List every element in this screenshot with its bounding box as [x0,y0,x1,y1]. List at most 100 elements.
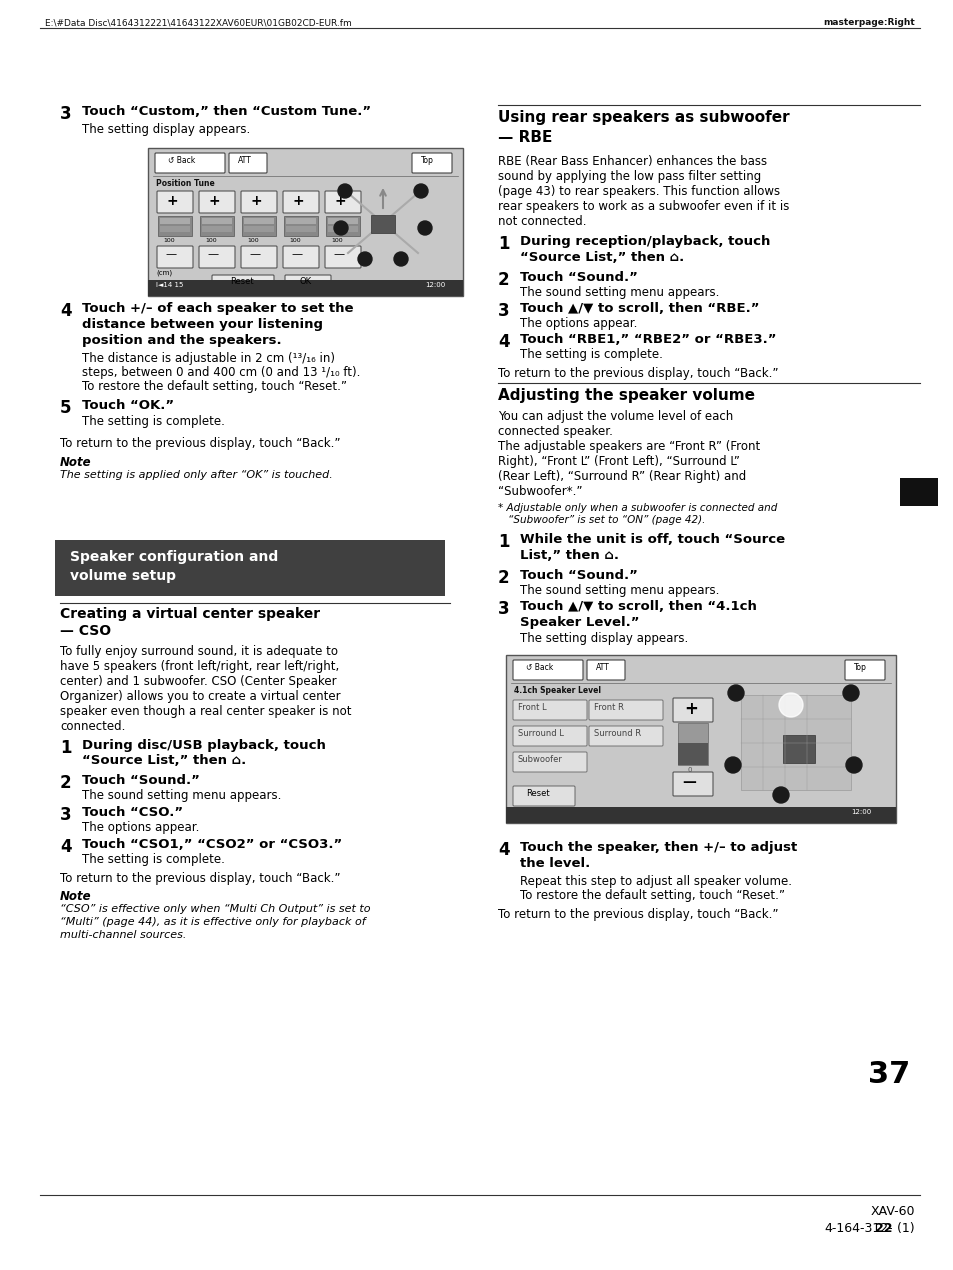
Bar [242,216,275,236]
FancyBboxPatch shape [513,752,586,772]
Text: Surround L: Surround L [517,729,563,738]
Text: the level.: the level. [519,857,590,870]
Text: Touch “CSO1,” “CSO2” or “CSO3.”: Touch “CSO1,” “CSO2” or “CSO3.” [82,838,342,851]
Text: Note: Note [60,456,91,469]
Text: connected speaker.: connected speaker. [497,425,612,438]
Bar [244,218,274,224]
Bar [158,216,192,236]
Text: (page 43) to rear speakers. This function allows: (page 43) to rear speakers. This functio… [497,185,780,198]
Text: 1: 1 [60,739,71,757]
FancyBboxPatch shape [283,190,318,213]
Text: 3: 3 [497,302,509,320]
Text: center) and 1 subwoofer. CSO (Center Speaker: center) and 1 subwoofer. CSO (Center Spe… [60,674,336,688]
FancyBboxPatch shape [513,700,586,720]
Text: (1): (1) [892,1222,914,1234]
Text: Speaker configuration and: Speaker configuration and [70,550,278,564]
Text: 12:00: 12:00 [850,809,870,815]
Text: You can adjust the volume level of each: You can adjust the volume level of each [497,410,733,423]
Text: 2: 2 [497,271,509,290]
FancyBboxPatch shape [412,152,452,173]
Text: RBE (Rear Bass Enhancer) enhances the bass: RBE (Rear Bass Enhancer) enhances the ba… [497,155,766,168]
Text: To return to the previous display, touch “Back.”: To return to the previous display, touch… [497,908,778,921]
Text: The options appear.: The options appear. [519,318,637,330]
Text: Touch “Sound.”: Touch “Sound.” [82,773,200,787]
FancyBboxPatch shape [513,660,582,679]
Text: 1: 1 [497,235,509,253]
Text: 100: 100 [163,237,174,243]
FancyBboxPatch shape [157,190,193,213]
Text: The setting is complete.: The setting is complete. [82,415,225,428]
Text: Top: Top [853,663,866,672]
Bar [286,218,315,224]
Text: +: + [251,194,262,208]
Text: While the unit is off, touch “Source: While the unit is off, touch “Source [519,533,784,546]
Circle shape [845,757,862,773]
FancyBboxPatch shape [325,190,360,213]
Text: ATT: ATT [237,156,252,165]
Text: The sound setting menu appears.: The sound setting menu appears. [82,789,281,801]
Text: +: + [167,194,178,208]
FancyBboxPatch shape [199,246,234,268]
Circle shape [842,685,858,701]
Bar [244,226,274,232]
Text: The setting display appears.: The setting display appears. [82,123,250,136]
Bar [782,735,814,763]
Text: Touch ▲/▼ to scroll, then “4.1ch: Touch ▲/▼ to scroll, then “4.1ch [519,599,756,613]
Bar [505,655,895,823]
Text: Touch “Custom,” then “Custom Tune.”: Touch “Custom,” then “Custom Tune.” [82,105,371,118]
Text: Right), “Front L” (Front Left), “Surround L”: Right), “Front L” (Front Left), “Surroun… [497,455,740,469]
Text: — CSO: — CSO [60,624,111,638]
Text: not connected.: not connected. [497,215,586,229]
Text: —: — [207,249,218,259]
Text: Front L: Front L [517,704,546,712]
Text: 4: 4 [60,302,71,320]
Circle shape [394,251,408,265]
FancyBboxPatch shape [229,152,267,173]
Text: “Source List,” then ⌂.: “Source List,” then ⌂. [519,251,683,264]
Text: To return to the previous display, touch “Back.”: To return to the previous display, touch… [60,437,340,450]
Text: distance between your listening: distance between your listening [82,318,323,331]
Text: XAV-60: XAV-60 [869,1205,914,1218]
Bar [678,723,707,765]
Text: Touch “Sound.”: Touch “Sound.” [519,569,638,582]
Text: (cm): (cm) [156,271,172,277]
Text: +: + [335,194,346,208]
Text: speaker even though a real center speaker is not: speaker even though a real center speake… [60,705,351,718]
Text: 100: 100 [289,237,300,243]
Text: 0: 0 [687,767,692,773]
Text: 4.1ch Speaker Level: 4.1ch Speaker Level [514,686,600,695]
Text: E:\#Data Disc\4164312221\41643122XAV60EUR\01GB02CD-EUR.fm: E:\#Data Disc\4164312221\41643122XAV60EU… [45,18,352,27]
Text: The adjustable speakers are “Front R” (Front: The adjustable speakers are “Front R” (F… [497,439,760,453]
Text: position and the speakers.: position and the speakers. [82,334,281,347]
Text: During disc/USB playback, touch: During disc/USB playback, touch [82,739,326,752]
Text: —: — [249,249,260,259]
FancyBboxPatch shape [586,660,624,679]
Text: Adjusting the speaker volume: Adjusting the speaker volume [497,389,754,403]
Text: ↺ Back: ↺ Back [168,156,195,165]
FancyBboxPatch shape [154,152,225,173]
Text: 3: 3 [60,105,71,123]
FancyBboxPatch shape [241,246,276,268]
FancyBboxPatch shape [513,726,586,745]
Text: “Subwoofer” is set to “ON” (page 42).: “Subwoofer” is set to “ON” (page 42). [507,516,704,525]
Text: The setting is complete.: The setting is complete. [82,853,225,866]
Text: “Subwoofer*.”: “Subwoofer*.” [497,485,582,498]
Text: The sound setting menu appears.: The sound setting menu appears. [519,584,719,597]
Text: 4: 4 [497,841,509,859]
Text: Reset: Reset [230,277,253,286]
Bar [160,226,190,232]
Bar [286,226,315,232]
FancyBboxPatch shape [672,698,712,723]
Text: To restore the default setting, touch “Reset.”: To restore the default setting, touch “R… [82,380,347,392]
Bar [148,279,462,296]
Text: 3: 3 [60,806,71,824]
Text: +: + [209,194,220,208]
FancyBboxPatch shape [325,246,360,268]
Text: The distance is adjustable in 2 cm (¹³/₁₆ in): The distance is adjustable in 2 cm (¹³/₁… [82,352,335,364]
Text: connected.: connected. [60,720,125,733]
FancyBboxPatch shape [844,660,884,679]
Text: OK: OK [299,277,312,286]
Bar [371,215,395,232]
Circle shape [337,184,352,198]
Text: multi-channel sources.: multi-channel sources. [60,930,186,940]
